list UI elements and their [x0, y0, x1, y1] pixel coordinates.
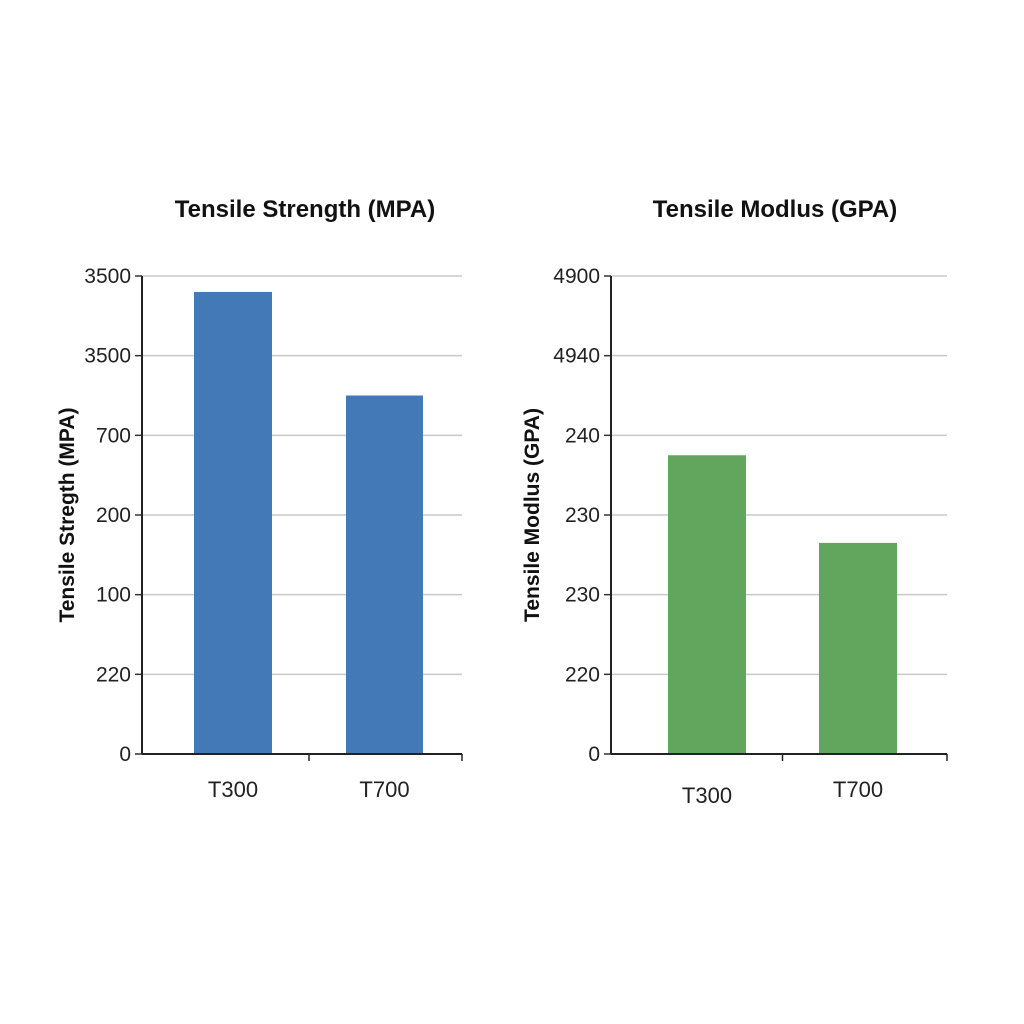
bar-t300: [668, 455, 746, 754]
y-tick-label: 230: [565, 504, 600, 527]
y-axis-label: Tensile Modlus (GPA): [521, 408, 544, 622]
x-category-label: T700: [359, 777, 409, 802]
bar-t700: [346, 395, 423, 754]
y-tick-label: 100: [96, 584, 131, 607]
y-tick-label: 200: [96, 504, 131, 527]
y-tick-label: 230: [565, 584, 600, 607]
y-tick-label: 220: [96, 663, 131, 686]
chart-panel-2: Tensile Modlus (GPA) 0 220 230 230 240 4940 490…: [521, 196, 948, 808]
y-tick-label: 4940: [553, 345, 600, 368]
x-category-label: T700: [833, 777, 883, 802]
x-category-label: T300: [208, 777, 258, 802]
y-tick-label: 220: [565, 663, 600, 686]
x-category-label: T300: [682, 783, 732, 808]
y-tick-label: 4900: [553, 265, 600, 288]
y-tick-label: 240: [565, 424, 600, 447]
y-tick-label: 0: [119, 743, 131, 766]
chart-title: Tensile Strength (MPA): [175, 196, 435, 223]
chart-title: Tensile Modlus (GPA): [653, 196, 897, 223]
chart-panel-1: Tensile Strength (MPA) 0 220 100 200 700 3500 3…: [56, 196, 463, 802]
y-tick-label: 0: [588, 743, 600, 766]
bar-t700: [819, 542, 897, 754]
bar-t300: [194, 291, 272, 754]
y-tick-label: 700: [96, 424, 131, 447]
y-tick-label: 3500: [84, 345, 131, 368]
y-axis-label: Tensile Stregth (MPA): [56, 407, 79, 622]
y-tick-label: 3500: [84, 265, 131, 288]
